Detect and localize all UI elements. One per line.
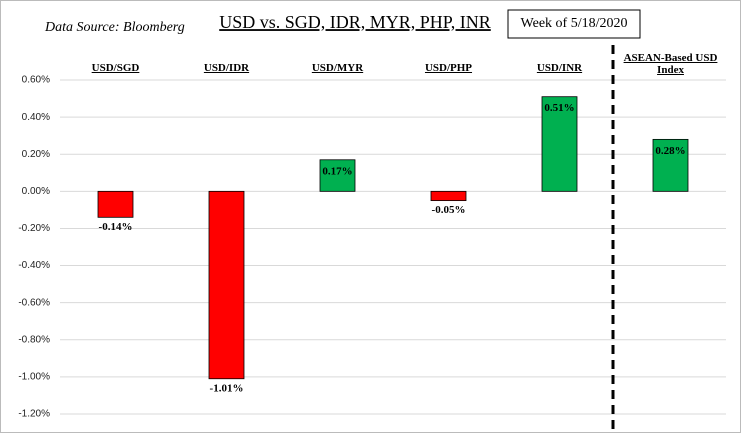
value-label: 0.28%	[655, 145, 685, 157]
y-tick-label: -0.40%	[18, 260, 50, 271]
category-label: USD/IDR	[203, 62, 250, 74]
bar	[319, 159, 356, 192]
bar	[97, 190, 134, 218]
y-tick-label: 0.40%	[22, 112, 50, 123]
category-label: USD/MYR	[311, 62, 364, 74]
chart-title: USD vs. SGD, IDR, MYR, PHP, INR	[219, 12, 491, 32]
bar	[430, 190, 467, 202]
category-label: USD/INR	[536, 62, 583, 74]
annotation: Week of 5/18/2020	[521, 16, 628, 31]
category-label: USD/SGD	[91, 62, 140, 74]
y-tick-label: 0.60%	[22, 75, 50, 86]
bar	[541, 96, 578, 192]
bar	[208, 190, 245, 380]
chart-subtitle: Data Source: Bloomberg	[44, 20, 185, 35]
value-label: -1.01%	[210, 382, 244, 394]
annotation-box	[507, 9, 641, 39]
y-tick-label: -0.80%	[18, 334, 50, 345]
y-tick-label: 0.00%	[22, 186, 50, 197]
category-label: USD/PHP	[424, 62, 473, 74]
bar	[652, 138, 689, 192]
y-tick-label: 0.20%	[22, 149, 50, 160]
y-tick-label: -0.20%	[18, 223, 50, 234]
value-label: -0.14%	[99, 221, 133, 233]
y-tick-label: -0.60%	[18, 297, 50, 308]
value-label: -0.05%	[432, 204, 466, 216]
value-label: 0.51%	[544, 102, 574, 114]
y-tick-label: -1.00%	[18, 372, 50, 383]
value-label: 0.17%	[322, 165, 352, 177]
y-tick-label: -1.20%	[18, 409, 50, 420]
category-label: ASEAN-Based USD Index	[623, 52, 718, 76]
